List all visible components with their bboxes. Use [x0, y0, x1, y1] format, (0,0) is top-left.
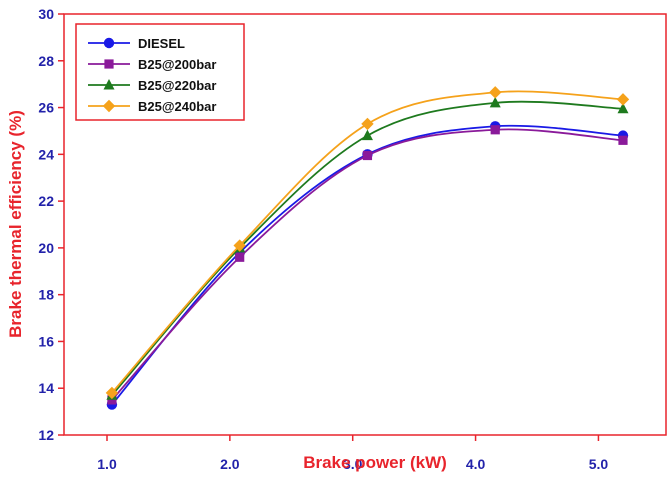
y-tick-label: 20 — [38, 240, 54, 256]
x-tick-label: 3.0 — [343, 456, 363, 472]
y-tick-label: 26 — [38, 100, 54, 116]
y-tick-label: 30 — [38, 6, 54, 22]
data-point-b25-200bar — [235, 252, 245, 262]
data-point-b25-240bar — [616, 93, 630, 106]
data-point-b25-220bar — [617, 102, 629, 114]
x-axis-ticks: 1.0 2.0 3.0 4.0 5.0 — [97, 435, 608, 472]
x-tick-label: 1.0 — [97, 456, 117, 472]
legend-box — [75, 23, 245, 121]
data-point-b25-200bar — [490, 125, 500, 135]
legend-label-b25-200bar: B25@200bar — [138, 57, 216, 72]
y-tick-label: 24 — [38, 146, 54, 162]
data-point-b25-240bar — [105, 386, 119, 400]
y-tick-label: 22 — [38, 193, 54, 209]
series-line-b25-220bar — [111, 100, 624, 396]
y-tick-label: 28 — [38, 53, 54, 69]
data-point-b25-200bar — [362, 150, 373, 161]
legend-marker-b25-200bar — [104, 59, 114, 69]
series-layer — [105, 86, 630, 410]
legend-label-diesel: DIESEL — [138, 36, 185, 51]
data-point-b25-200bar — [107, 395, 117, 405]
data-point-b25-240bar — [361, 117, 374, 131]
y-axis-ticks: 12 14 16 18 20 22 24 26 28 30 — [38, 6, 64, 443]
y-tick-label: 18 — [38, 287, 54, 303]
y-tick-label: 16 — [38, 333, 54, 349]
legend: DIESEL B25@200bar B25@220bar B25@240bar — [75, 23, 245, 121]
legend-marker-b25-220bar — [103, 79, 115, 90]
data-point-b25-240bar — [489, 86, 502, 99]
legend-items: DIESEL B25@200bar B25@220bar B25@240bar — [88, 36, 216, 114]
series-line-diesel — [111, 124, 624, 406]
legend-marker-b25-240bar — [102, 99, 116, 113]
x-tick-label: 4.0 — [466, 456, 486, 472]
x-tick-label: 5.0 — [589, 456, 609, 472]
legend-label-b25-220bar: B25@220bar — [138, 78, 216, 93]
data-point-b25-220bar — [489, 96, 501, 108]
plot-frame — [63, 13, 667, 436]
data-point-b25-200bar — [618, 135, 628, 145]
x-tick-label: 2.0 — [220, 456, 240, 472]
series-line-b25-200bar — [111, 128, 624, 401]
legend-marker-diesel — [103, 37, 115, 49]
legend-label-b25-240bar: B25@240bar — [138, 99, 216, 114]
x-axis-title: Brake power (kW) — [303, 453, 447, 472]
y-tick-label: 14 — [38, 380, 54, 396]
y-axis-title: Brake thermal efficiency (%) — [6, 110, 25, 338]
data-point-b25-220bar — [361, 129, 373, 141]
series-line-b25-240bar — [111, 90, 624, 394]
y-tick-label: 12 — [38, 427, 54, 443]
data-point-b25-240bar — [233, 239, 246, 252]
